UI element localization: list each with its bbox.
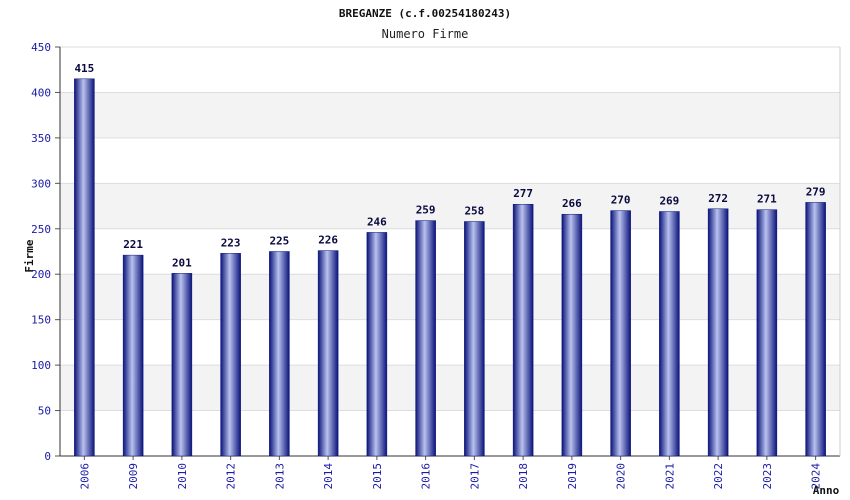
bar-value-label: 277 bbox=[513, 187, 533, 200]
x-axis-label: Anno bbox=[813, 484, 840, 497]
x-tick-label: 2018 bbox=[517, 463, 530, 490]
y-tick-label: 250 bbox=[31, 223, 51, 236]
bar-value-label: 266 bbox=[562, 197, 582, 210]
x-tick-label: 2006 bbox=[78, 463, 91, 490]
x-tick-label: 2017 bbox=[468, 463, 481, 490]
bar-value-label: 271 bbox=[757, 193, 777, 206]
bar bbox=[317, 250, 339, 457]
bar bbox=[805, 202, 826, 457]
bar-value-label: 226 bbox=[318, 234, 338, 247]
y-tick-label: 150 bbox=[31, 314, 51, 327]
y-tick-label: 300 bbox=[31, 177, 51, 190]
x-tick-label: 2013 bbox=[273, 463, 286, 490]
bar-value-label: 272 bbox=[708, 192, 728, 205]
bar-value-labels: 415 221 201 223 225 226 246 259 258 277 266 270 269 2… bbox=[74, 62, 825, 270]
bar-value-label: 201 bbox=[172, 256, 192, 269]
bar-value-label: 270 bbox=[611, 194, 631, 207]
x-tick-label: 2019 bbox=[566, 463, 579, 490]
y-tick-labels: 0 50 100 150 200 250 300 350 400 450 bbox=[31, 41, 51, 463]
bar bbox=[415, 220, 436, 457]
bar-value-label: 415 bbox=[74, 62, 94, 75]
x-tick-label: 2012 bbox=[225, 463, 238, 490]
bar bbox=[610, 210, 631, 457]
x-tick-label: 2024 bbox=[810, 463, 823, 490]
bar-value-label: 246 bbox=[367, 215, 387, 228]
bar-value-label: 258 bbox=[464, 205, 484, 218]
y-tick-label: 450 bbox=[31, 41, 51, 54]
grid-band bbox=[60, 92, 840, 138]
x-tick-labels: 2006 2009 2010 2012 2013 2014 2015 2016 2017 2018… bbox=[78, 463, 822, 490]
x-tick-label: 2010 bbox=[176, 463, 189, 490]
bar bbox=[756, 209, 778, 457]
y-tick-label: 100 bbox=[31, 359, 51, 372]
bar bbox=[220, 253, 241, 457]
x-tick-label: 2014 bbox=[322, 463, 335, 490]
chart-title: BREGANZE (c.f.00254180243) bbox=[339, 7, 511, 20]
y-tick-label: 0 bbox=[44, 450, 51, 463]
chart-subtitle: Numero Firme bbox=[382, 27, 469, 41]
bar bbox=[512, 203, 534, 457]
x-tick-label: 2015 bbox=[371, 463, 384, 490]
bar-value-label: 221 bbox=[123, 238, 143, 251]
bar bbox=[171, 273, 193, 457]
bar bbox=[561, 213, 583, 457]
x-tick-label: 2023 bbox=[761, 463, 774, 490]
bar-value-label: 259 bbox=[416, 204, 436, 217]
y-tick-label: 200 bbox=[31, 268, 51, 281]
bar bbox=[269, 251, 290, 457]
y-tick-label: 50 bbox=[38, 405, 51, 418]
bar bbox=[366, 232, 388, 457]
y-axis-label: Firme bbox=[23, 239, 36, 272]
y-tick-label: 400 bbox=[31, 86, 51, 99]
y-tick-label: 350 bbox=[31, 132, 51, 145]
x-tick-label: 2022 bbox=[712, 463, 725, 490]
bar bbox=[464, 221, 485, 457]
x-tick-label: 2021 bbox=[663, 463, 676, 490]
x-tick-label: 2020 bbox=[615, 463, 628, 490]
bar-value-label: 279 bbox=[806, 185, 826, 198]
bar-value-label: 223 bbox=[221, 236, 241, 249]
bar bbox=[122, 254, 144, 457]
bars bbox=[74, 78, 826, 457]
x-tick-label: 2009 bbox=[127, 463, 140, 490]
bar bbox=[659, 211, 680, 457]
bar bbox=[74, 78, 95, 457]
x-tick-label: 2016 bbox=[420, 463, 433, 490]
bar-value-label: 225 bbox=[269, 235, 289, 248]
bar bbox=[707, 208, 729, 457]
bar-value-label: 269 bbox=[659, 195, 679, 208]
